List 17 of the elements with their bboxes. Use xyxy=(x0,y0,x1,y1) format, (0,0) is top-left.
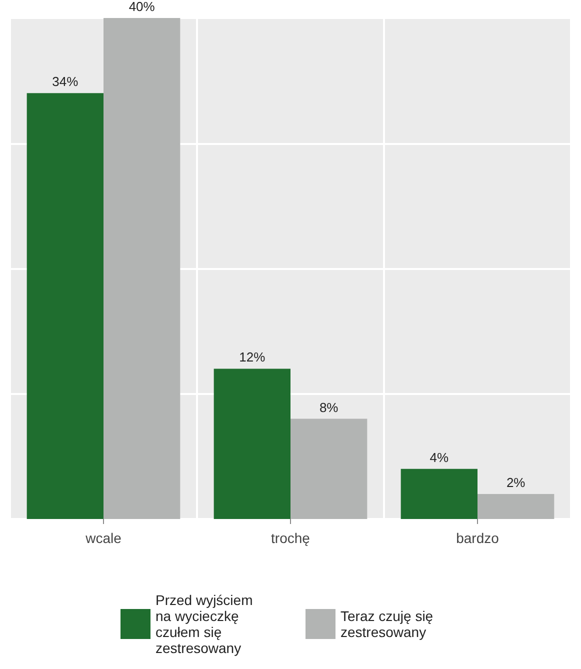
data-label: 2% xyxy=(506,474,526,490)
bar xyxy=(104,18,180,519)
bar xyxy=(478,494,554,519)
x-tick-label: wcale xyxy=(84,530,122,546)
data-label: 34% xyxy=(52,74,79,90)
x-tick-label: trochę xyxy=(271,530,310,546)
bar xyxy=(400,468,478,519)
legend-label: Przed wyjściem na wycieczkę czułem się zestresowany xyxy=(156,592,257,656)
data-label: 8% xyxy=(319,400,339,415)
x-tick-label: bardzo xyxy=(456,530,500,546)
bar xyxy=(290,418,368,519)
legend-label: Teraz czuję się zestresowany xyxy=(340,608,437,640)
data-label: 40% xyxy=(128,0,156,14)
data-label: 4% xyxy=(430,450,449,465)
bar xyxy=(214,368,290,519)
bar xyxy=(26,93,104,519)
data-label: 12% xyxy=(239,350,266,365)
